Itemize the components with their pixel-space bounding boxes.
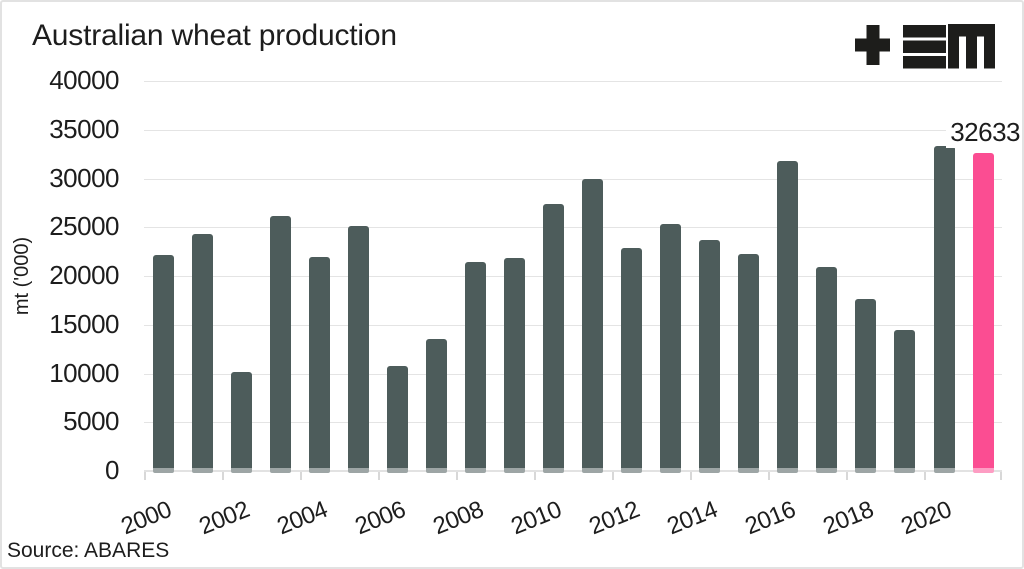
x-axis-tick bbox=[300, 472, 302, 480]
y-tick-label: 0 bbox=[105, 455, 119, 485]
y-axis-labels: 40000 35000 30000 25000 20000 15000 10000 5000 0 bbox=[2, 67, 119, 483]
bar-2013 bbox=[660, 224, 682, 473]
x-axis-tick bbox=[222, 472, 224, 480]
source-note: Source: ABARES bbox=[7, 539, 170, 562]
x-tick-label: 2000 bbox=[117, 496, 176, 541]
y-tick-label: 30000 bbox=[49, 162, 119, 193]
logo-m-icon bbox=[948, 24, 995, 69]
bar-2010 bbox=[543, 203, 564, 473]
bar-2003 bbox=[269, 216, 291, 473]
x-tick-label: 2002 bbox=[195, 496, 254, 541]
x-axis-tick bbox=[924, 472, 926, 480]
bar-2020 bbox=[933, 145, 955, 473]
bar-2009 bbox=[503, 258, 525, 473]
bar-2005 bbox=[347, 225, 369, 473]
gridline bbox=[144, 129, 1002, 131]
x-axis-tick bbox=[378, 472, 380, 480]
logo-triple-bar-icon bbox=[903, 25, 946, 69]
bar-2018 bbox=[855, 299, 877, 473]
y-tick-label: 25000 bbox=[49, 211, 119, 242]
x-tick-label: 2016 bbox=[741, 496, 800, 541]
x-axis-tick bbox=[456, 472, 458, 480]
logo-plus-icon bbox=[855, 25, 890, 65]
y-tick-label: 35000 bbox=[49, 113, 119, 144]
bar-2016 bbox=[777, 160, 799, 473]
x-axis-tick bbox=[534, 472, 536, 480]
x-axis-tick bbox=[144, 472, 146, 480]
y-tick-label: 20000 bbox=[49, 260, 119, 290]
x-axis-tick bbox=[1000, 472, 1002, 480]
bar-2001 bbox=[191, 234, 213, 473]
gridline bbox=[144, 373, 1002, 375]
gridline bbox=[144, 81, 1002, 82]
x-axis-tick bbox=[690, 472, 692, 480]
bar-2004 bbox=[308, 257, 330, 473]
x-tick-label: 2006 bbox=[351, 496, 410, 541]
chart-title: Australian wheat production bbox=[32, 19, 397, 52]
bar-2012 bbox=[621, 248, 643, 473]
bar-2006 bbox=[386, 365, 408, 473]
bar-2017 bbox=[816, 266, 838, 473]
x-tick-label: 2020 bbox=[897, 496, 956, 541]
bar-2011 bbox=[582, 179, 604, 473]
bar-2000 bbox=[152, 255, 174, 473]
x-tick-label: 2018 bbox=[819, 496, 878, 541]
x-tick-label: 2010 bbox=[507, 496, 566, 541]
tem-logo bbox=[855, 24, 995, 74]
gridline bbox=[144, 324, 1002, 326]
x-tick-label: 2014 bbox=[663, 496, 722, 541]
bar-2015 bbox=[738, 253, 760, 473]
bar-2019 bbox=[894, 329, 916, 473]
gridline bbox=[144, 227, 1002, 229]
y-tick-label: 10000 bbox=[49, 357, 119, 388]
x-axis-line bbox=[144, 470, 1002, 472]
bar-2014 bbox=[699, 239, 721, 473]
y-tick-label: 15000 bbox=[49, 308, 119, 339]
gridline bbox=[144, 276, 1002, 277]
y-tick-label: 40000 bbox=[49, 65, 119, 95]
bar-2007 bbox=[425, 338, 447, 473]
x-axis-tick bbox=[612, 472, 614, 480]
x-axis-tick bbox=[846, 472, 848, 480]
x-tick-label: 2008 bbox=[429, 496, 488, 541]
gridline bbox=[144, 178, 1002, 180]
y-tick-label: 5000 bbox=[63, 406, 119, 437]
bar-2002 bbox=[230, 372, 252, 473]
x-axis-tick bbox=[768, 472, 770, 480]
gridline bbox=[144, 422, 1002, 424]
x-tick-label: 2004 bbox=[273, 496, 332, 541]
highlight-value-label: 32633 bbox=[946, 116, 1020, 148]
bar-highlight-2021 bbox=[972, 152, 994, 473]
plot-area: 32633 2000 2002 2004 2006 2008 2010 2012 2014 20… bbox=[117, 81, 1020, 540]
x-tick-label: 2012 bbox=[585, 496, 644, 541]
bar-2008 bbox=[464, 262, 486, 473]
tem-logo-icon bbox=[855, 24, 995, 69]
